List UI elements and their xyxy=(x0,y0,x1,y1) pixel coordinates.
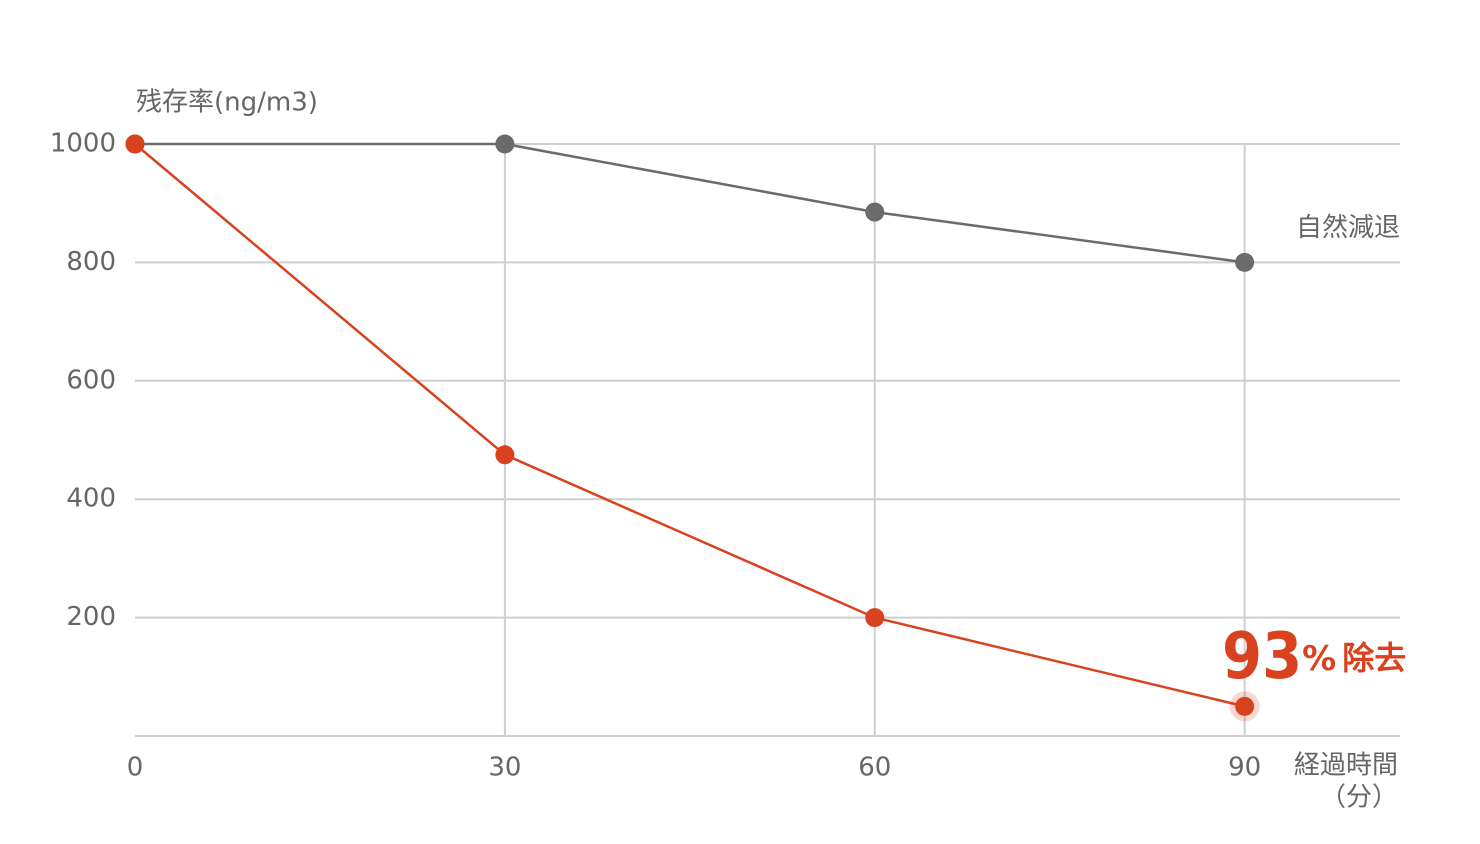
marker xyxy=(1235,252,1255,272)
marker xyxy=(865,608,885,628)
annotation: 93% 除去 xyxy=(1222,620,1406,694)
x-axis-label: （分） xyxy=(1320,783,1398,813)
series-line xyxy=(135,142,1245,264)
y-tick-label: 400 xyxy=(66,484,116,514)
x-tick-label: 0 xyxy=(127,753,144,783)
annotation-text: 除去 xyxy=(1342,639,1406,677)
y-tick-label: 800 xyxy=(66,247,116,277)
x-tick-label: 30 xyxy=(488,753,521,783)
y-tick-label: 200 xyxy=(66,602,116,632)
x-axis-label: 経過時間 xyxy=(1294,751,1398,781)
x-tick-label: 60 xyxy=(858,753,891,783)
y-tick-label: 600 xyxy=(66,365,116,395)
x-tick-label: 90 xyxy=(1228,753,1261,783)
marker xyxy=(1235,696,1255,716)
annotation-number: 93 xyxy=(1222,620,1302,694)
series-line xyxy=(134,143,1245,708)
marker xyxy=(865,202,885,222)
marker xyxy=(495,134,515,154)
series-label: 自然減退 xyxy=(1296,213,1400,243)
y-axis-label: 残存率(ng/m3) xyxy=(136,88,318,118)
marker xyxy=(125,134,145,154)
marker xyxy=(495,445,515,465)
y-tick-label: 1000 xyxy=(50,129,116,159)
annotation-unit: % xyxy=(1302,639,1336,679)
